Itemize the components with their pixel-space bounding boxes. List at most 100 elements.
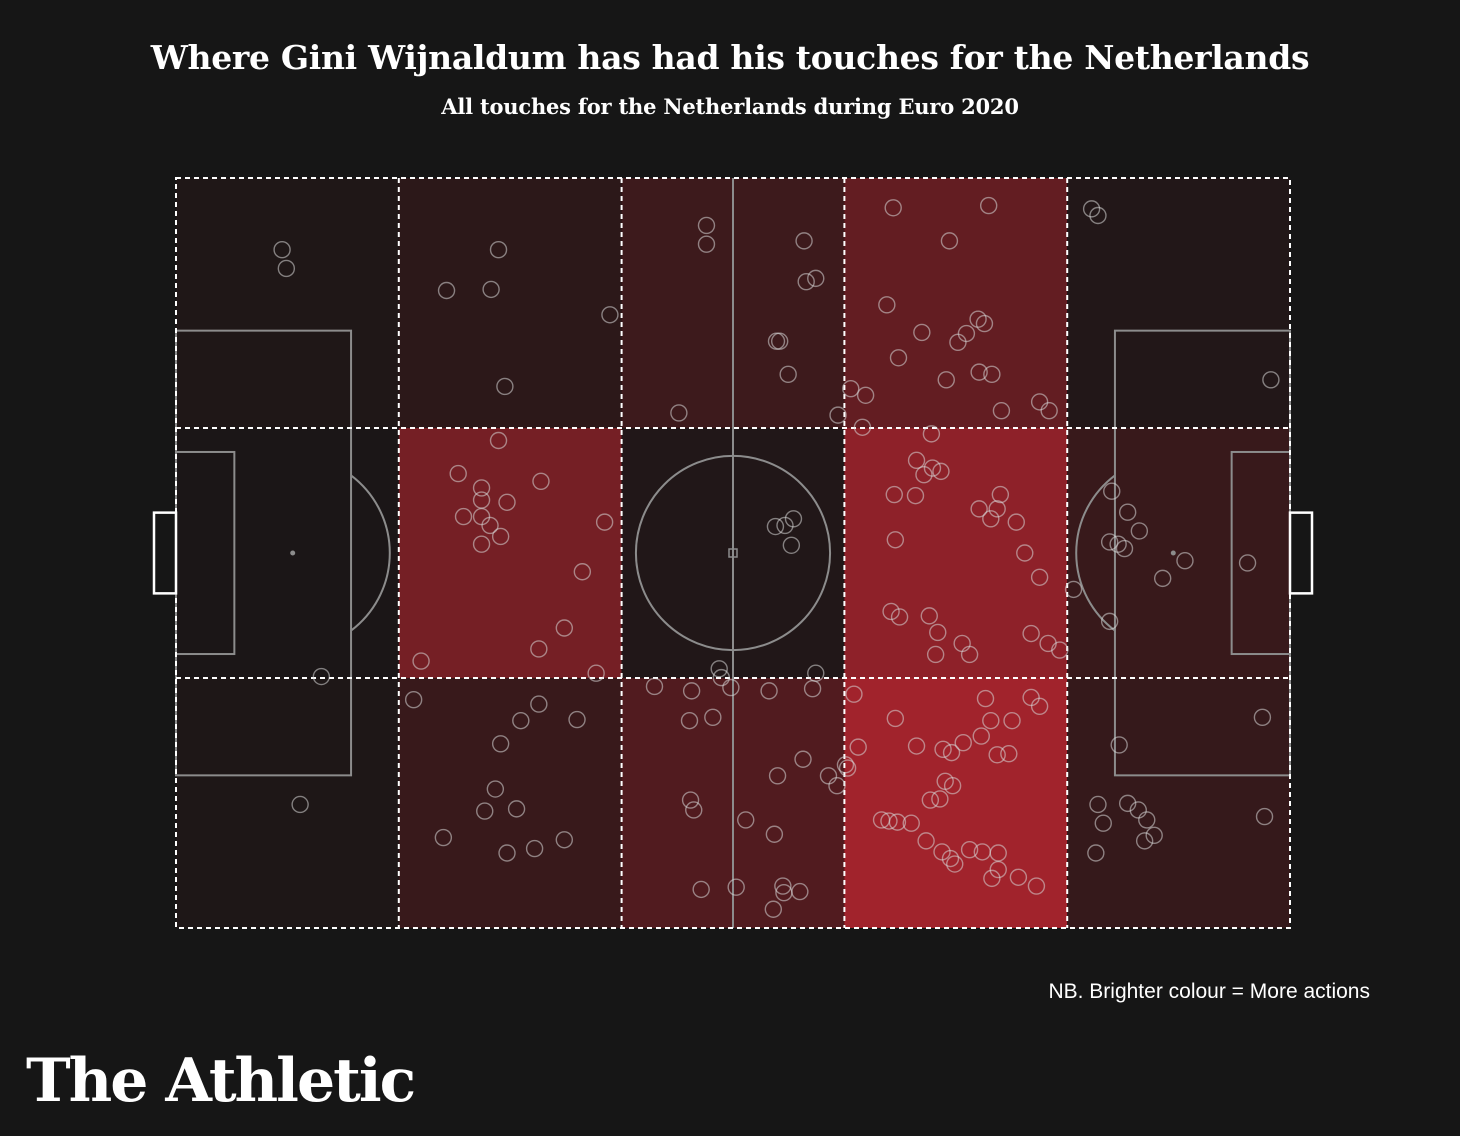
- touch-point: [697, 235, 716, 253]
- touch-point: [1135, 832, 1154, 850]
- touch-point: [491, 527, 510, 546]
- touch-point: [1129, 801, 1147, 819]
- touch-point: [982, 510, 1000, 528]
- touch-point: [1145, 826, 1163, 845]
- touch-point: [1040, 402, 1058, 420]
- touch-point: [849, 738, 867, 756]
- touch-point: [970, 500, 988, 518]
- touch-point: [982, 711, 1000, 730]
- touch-point: [842, 379, 860, 398]
- touch-point: [291, 795, 309, 814]
- touch-point: [907, 737, 926, 755]
- touch-point: [472, 535, 491, 553]
- touch-point: [692, 880, 710, 899]
- touch-point: [532, 472, 550, 491]
- touch-point: [645, 677, 664, 696]
- heat-zone-r1-c2: [398, 178, 622, 428]
- pitch-border: [175, 177, 1291, 929]
- touch-point: [828, 777, 846, 795]
- touch-point: [922, 425, 941, 443]
- touch-point: [917, 832, 935, 850]
- touch-point: [988, 500, 1006, 518]
- touch-point: [476, 802, 494, 820]
- touch-point: [568, 710, 586, 729]
- touch-point: [496, 377, 514, 396]
- touch-point: [845, 685, 863, 703]
- touch-point: [710, 660, 728, 678]
- touch-point: [853, 418, 872, 436]
- touch-point: [880, 812, 898, 830]
- touch-point: [807, 269, 825, 288]
- touch-point: [983, 869, 1001, 888]
- touch-point: [454, 507, 473, 526]
- touch-point: [573, 563, 592, 581]
- touch-point: [886, 709, 905, 728]
- heat-zone-r2-c5: [1067, 428, 1290, 678]
- goal-right: [1288, 511, 1314, 595]
- touch-point: [1153, 569, 1172, 588]
- touch-point: [885, 485, 903, 504]
- touch-point: [681, 791, 700, 809]
- touch-point: [836, 756, 855, 774]
- touch-point: [704, 708, 722, 727]
- touch-point: [795, 232, 813, 250]
- touch-point: [437, 281, 456, 300]
- touch-point: [906, 486, 925, 505]
- heat-zone-r2-c4: [844, 428, 1068, 678]
- touch-point: [889, 349, 908, 367]
- touch-point: [498, 844, 516, 862]
- touch-point: [774, 877, 792, 895]
- touch-point: [972, 727, 990, 745]
- touch-point: [1030, 697, 1049, 716]
- touch-point: [954, 734, 972, 752]
- touch-point: [682, 682, 701, 700]
- touch-point: [960, 645, 979, 664]
- heat-zone-r3-c4: [844, 678, 1068, 928]
- heat-zone-r3-c5: [1067, 678, 1290, 928]
- touch-point: [768, 767, 787, 785]
- touch-point: [1030, 568, 1049, 586]
- zone-grid: [175, 177, 1291, 929]
- touch-point: [595, 513, 614, 531]
- touch-point: [829, 406, 847, 424]
- brand-logo: The Athletic: [26, 1046, 416, 1116]
- touch-point: [1110, 736, 1128, 754]
- touch-point: [587, 664, 605, 682]
- touch-point: [941, 849, 960, 868]
- heat-zone-r2-c1: [176, 428, 399, 678]
- touch-point: [712, 668, 731, 687]
- touch-point: [760, 682, 778, 700]
- touch-point: [512, 711, 530, 730]
- touch-point: [489, 431, 508, 450]
- heat-zone-r1-c1: [176, 178, 399, 428]
- touch-point: [530, 640, 548, 658]
- touch-point: [934, 740, 952, 759]
- touch-point: [992, 402, 1011, 420]
- touch-point: [803, 679, 822, 698]
- touch-point: [940, 232, 959, 250]
- touch-point: [670, 404, 688, 422]
- touch-point: [988, 746, 1006, 764]
- touch-point: [907, 451, 926, 470]
- touch-point: [779, 365, 797, 384]
- touch-point: [856, 386, 875, 404]
- touch-point: [878, 296, 896, 314]
- touch-point: [991, 485, 1010, 504]
- touch-point: [273, 240, 291, 259]
- touch-point: [1030, 393, 1049, 411]
- center-spot: [728, 548, 738, 558]
- touch-point: [766, 517, 785, 536]
- touch-point: [1253, 708, 1272, 727]
- touch-point: [525, 839, 544, 858]
- touch-point: [1118, 503, 1137, 521]
- touch-point: [1118, 794, 1137, 813]
- touch-point: [764, 900, 783, 918]
- touch-point: [737, 811, 755, 829]
- touch-point: [960, 840, 979, 859]
- touch-point: [791, 882, 809, 901]
- touch-point: [943, 777, 962, 795]
- touch-point: [507, 800, 526, 818]
- touch-point: [989, 860, 1007, 879]
- touch-point: [937, 371, 955, 389]
- touch-point: [277, 259, 296, 278]
